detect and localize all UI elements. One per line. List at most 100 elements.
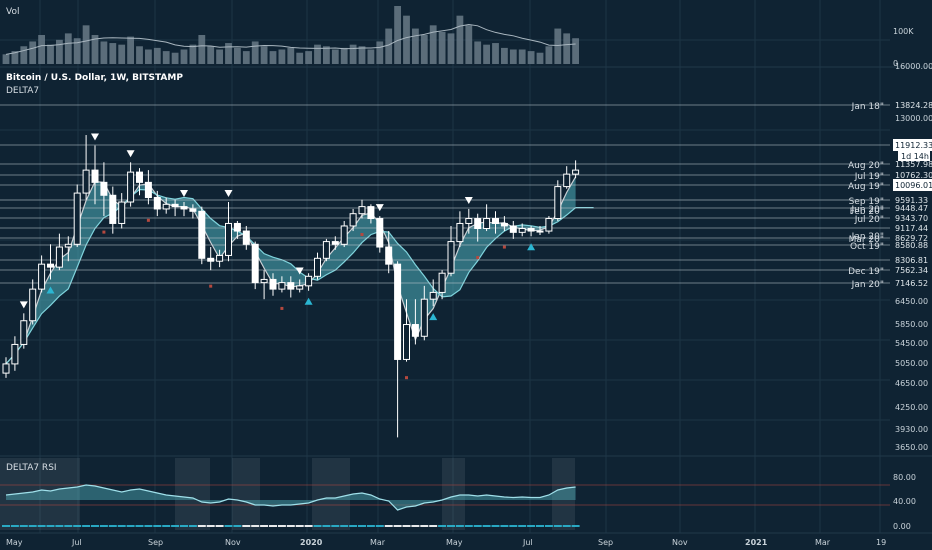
level-tag-extra: Jan 20" [851,232,884,242]
candle-body [100,181,108,196]
level-price-label: 13824.28 [895,101,932,110]
volume-bar [82,25,90,64]
rsi-histogram-mark [19,525,28,527]
volume-bar [91,35,99,64]
candle-body [73,192,81,245]
candle-body [394,263,402,360]
candle-body [91,169,99,183]
rsi-histogram-mark [28,525,37,527]
volume-bar [509,49,517,64]
volume-bar [269,51,277,64]
rsi-histogram-mark [473,525,482,527]
candle-body [385,246,393,265]
volume-bar [394,6,401,64]
candle-body [11,343,19,365]
level-tag: Sep 19" [849,197,884,207]
rsi-histogram-mark [420,525,429,527]
rsi-highlight-zone [232,458,260,530]
volume-bar [314,44,321,64]
buy-signal-triangle [46,286,55,294]
sell-signal-triangle [464,196,473,204]
level-price-label: 9448.47 [895,204,928,213]
level-price-label: 7146.52 [895,279,928,288]
signal-dot [502,245,506,249]
signal-dot [280,306,284,310]
volume-bar [536,52,544,64]
candle-body [251,243,259,284]
price-tick-label: 4250.00 [895,403,928,412]
delta7-slow-line [5,188,576,365]
volume-bar [171,52,179,64]
x-tick-label: May [446,538,463,547]
volume-bar [474,41,482,64]
rsi-histogram-mark [197,525,206,527]
rsi-highlight-zone [442,458,465,530]
volume-bar [145,49,152,64]
level-price-label: 9591.33 [895,196,928,205]
grid-lines [0,0,890,533]
candle-body [563,173,571,188]
level-tag: Mar 20" [849,235,884,245]
volume-bar [29,41,37,64]
candle-body [180,206,188,210]
rsi-histogram-mark [331,525,340,527]
rsi-histogram-mark [438,525,447,527]
rsi-line [5,484,576,511]
price-tick-label: 3930.00 [895,425,928,434]
buy-signal-triangle [304,297,313,305]
level-tag: Dec 19" [848,267,884,277]
sell-signal-triangle [180,190,188,198]
candle-body [233,222,241,232]
level-tag: Aug 19" [848,182,884,192]
volume-bar [447,33,455,64]
price-tick-label: 3650.00 [895,443,928,452]
rsi-scale-40: 40.00 [893,497,916,506]
rsi-scale-0: 0.00 [893,522,911,531]
rsi-histogram-mark [144,525,153,527]
candle-body [162,203,170,210]
level-tags: 13824.28 Jan 18" 11912.33 11357.98 Aug 20" 10… [848,101,932,290]
rsi-histogram-mark [108,525,117,527]
candle-body [518,227,526,233]
volume-bar [73,38,81,64]
candle-body [340,225,348,245]
price-axis[interactable]: 16000.00 13000.00 6450.00 5850.00 5450.00 505… [895,62,932,452]
volume-bar [456,15,464,64]
delta7-cloud [6,176,576,364]
rsi-histogram-mark [313,525,322,527]
signal-dot [146,218,150,222]
price-tick-label: 5050.00 [895,359,928,368]
candle-body [109,194,117,224]
signal-dot [476,256,480,260]
candle-body [500,222,508,227]
rsi-histogram-mark [562,525,571,527]
volume-bar [127,36,134,64]
rsi-histogram-mark [180,525,188,527]
volume-bar [527,51,535,64]
volume-bar [189,44,197,64]
candle-body [358,206,366,215]
level-price-label: 8580.88 [895,241,928,250]
rsi-histogram-mark [224,525,233,527]
sell-signal-triangle [375,204,384,212]
buy-signal-triangle [429,313,438,321]
x-tick-label: Mar [815,538,831,547]
price-pane [0,104,890,438]
x-tick-label: Nov [225,538,241,547]
x-axis[interactable]: May Jul Sep Nov 2020 Mar May Jul Sep Nov 2021 Mar 19 [6,538,886,547]
rsi-histogram-mark [171,525,180,527]
rsi-histogram-mark [126,525,135,527]
rsi-histogram-mark [384,525,393,527]
volume-bar [403,15,410,64]
buy-signal-triangle [527,243,536,251]
candle-body [572,169,580,175]
rsi-histogram-mark [358,525,366,527]
rsi-histogram-mark [429,525,438,527]
level-tag: Aug 20" [848,161,884,171]
candle-body [198,210,206,259]
rsi-histogram-mark [571,525,580,527]
rsi-histogram-mark [153,525,162,527]
volume-label: Vol [6,7,19,17]
candle-body [331,241,339,245]
volume-scale-100k: 100K [893,27,914,36]
